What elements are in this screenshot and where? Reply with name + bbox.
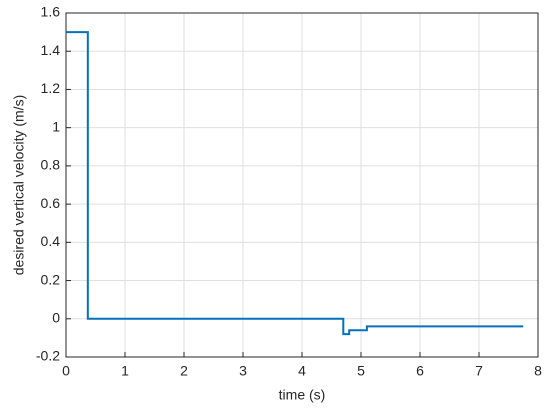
x-tick-label: 5 xyxy=(357,363,365,379)
y-tick-label: 0.4 xyxy=(41,233,61,249)
x-tick-label: 0 xyxy=(62,363,70,379)
y-tick-label: 0.8 xyxy=(41,157,61,173)
y-tick-label: 0 xyxy=(52,309,60,325)
y-tick-label: 1.2 xyxy=(41,80,61,96)
axes-box xyxy=(65,12,539,358)
x-tick-label: 6 xyxy=(416,363,424,379)
x-tick-label: 1 xyxy=(121,363,129,379)
y-axis-label: desired vertical velocity (m/s) xyxy=(11,95,27,276)
x-tick-label: 4 xyxy=(298,363,306,379)
data-line xyxy=(66,31,524,336)
y-tick-label: 0.2 xyxy=(41,271,61,287)
x-tick-label: 8 xyxy=(534,363,542,379)
y-tick-label: 1.4 xyxy=(41,42,61,58)
x-axis-label: time (s) xyxy=(279,387,326,403)
y-tick-label: -0.2 xyxy=(36,348,60,364)
x-tick-label: 3 xyxy=(239,363,247,379)
y-tick-label: 1.6 xyxy=(41,4,61,20)
x-tick-label: 7 xyxy=(475,363,483,379)
x-tick-label: 2 xyxy=(180,363,188,379)
y-tick-label: 0.6 xyxy=(41,195,61,211)
y-tick-label: 1 xyxy=(52,118,60,134)
